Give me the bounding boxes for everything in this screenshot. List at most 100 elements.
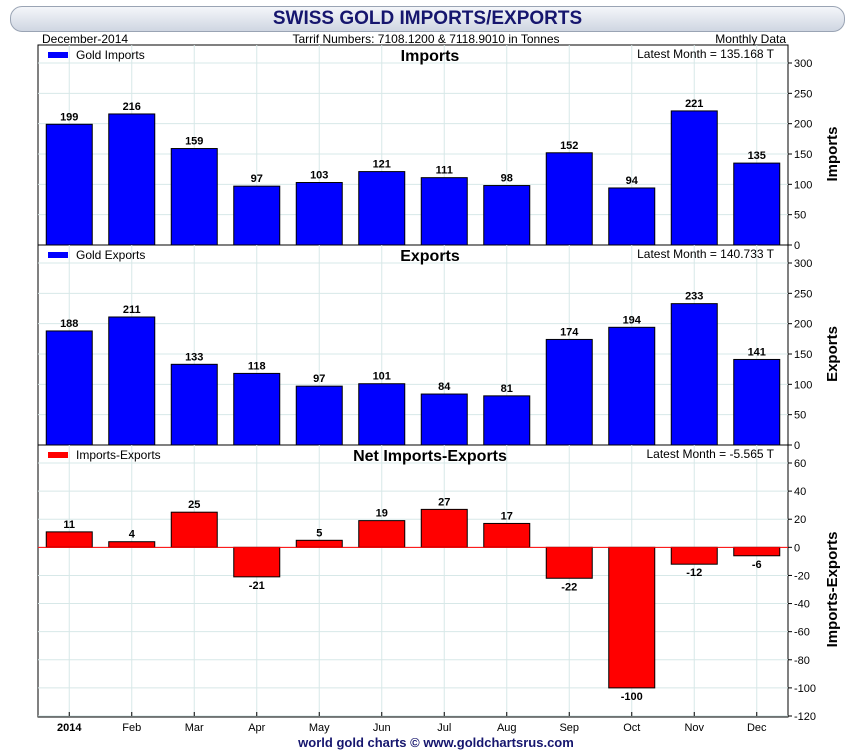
bar (670, 546, 718, 565)
y-tick-label: 200 (794, 319, 812, 331)
y-tick-label: 300 (794, 58, 812, 70)
bar (108, 541, 156, 548)
data-label: 194 (623, 314, 642, 326)
data-label: 94 (626, 175, 639, 187)
x-tick-label: May (309, 722, 330, 734)
data-label: 103 (310, 170, 328, 182)
panel-3: -120 -100 -80 -60 -40 -20 0 20 40 60 11 4 25 -21 5 19 27… (38, 445, 841, 723)
x-tick-label: Feb (122, 722, 141, 734)
y-tick-label: -80 (794, 655, 810, 667)
y-tick-label: 100 (794, 179, 812, 191)
data-label: 221 (685, 98, 703, 110)
bar (733, 546, 781, 557)
y-axis-label: Imports-Exports (824, 532, 841, 648)
y-tick-label: 20 (794, 514, 806, 526)
bar (545, 546, 593, 579)
bar (608, 546, 656, 689)
subtitle: Tarrif Numbers: 7108.1200 & 7118.9010 in… (292, 32, 559, 46)
data-label: 199 (60, 111, 78, 123)
data-label: 97 (313, 373, 325, 385)
x-tick-label: Jun (373, 722, 391, 734)
bar (108, 316, 156, 446)
data-label: 121 (373, 159, 391, 171)
data-label: 5 (316, 527, 322, 539)
y-tick-label: 0 (794, 240, 800, 252)
bar (45, 123, 93, 246)
bar (295, 182, 343, 246)
bar (545, 338, 593, 446)
y-tick-label: 200 (794, 119, 812, 131)
data-label: -21 (249, 580, 265, 592)
y-tick-label: 50 (794, 410, 806, 422)
data-label: 216 (123, 101, 141, 113)
data-label: 152 (560, 140, 578, 152)
legend-label: Gold Exports (76, 248, 145, 262)
data-label: 111 (436, 165, 453, 177)
bar (233, 546, 281, 578)
latest-month: Latest Month = 135.168 T (637, 47, 775, 61)
y-tick-label: 0 (794, 440, 800, 452)
data-label: 97 (251, 173, 263, 185)
bar (545, 152, 593, 246)
x-tick-label: Oct (623, 722, 640, 734)
data-label: 118 (248, 360, 266, 372)
y-tick-label: -120 (794, 711, 816, 723)
data-label: 11 (63, 519, 75, 531)
bar (733, 162, 781, 246)
x-axis: 2014 Feb Mar Apr May Jun Jul Aug Sep Oct Nov Dec (57, 712, 767, 734)
x-tick-label: Jul (437, 722, 451, 734)
data-label: 4 (129, 529, 136, 541)
x-tick-label: Nov (684, 722, 704, 734)
y-tick-label: 40 (794, 486, 806, 498)
frequency-label: Monthly Data (715, 32, 786, 46)
data-label: 25 (188, 499, 200, 511)
bar (670, 303, 718, 446)
data-label: 81 (501, 383, 513, 395)
legend-swatch (48, 52, 68, 58)
bar (233, 185, 281, 246)
bar (420, 508, 468, 548)
legend-label: Imports-Exports (76, 448, 161, 462)
data-label: 188 (60, 318, 78, 330)
bar (608, 326, 656, 446)
y-tick-label: -100 (794, 683, 816, 695)
x-tick-label: Sep (559, 722, 579, 734)
y-tick-label: -20 (794, 570, 810, 582)
y-tick-label: 250 (794, 288, 812, 300)
bar (295, 539, 343, 548)
data-label: 174 (560, 326, 579, 338)
data-label: 133 (185, 351, 203, 363)
bar (170, 148, 218, 246)
latest-month: Latest Month = 140.733 T (637, 247, 775, 261)
data-label: -12 (686, 567, 702, 579)
panel-title: Imports (401, 48, 460, 65)
bar (170, 363, 218, 446)
bar (233, 372, 281, 446)
bar (108, 113, 156, 246)
data-label: 141 (748, 346, 766, 358)
data-label: 19 (376, 508, 388, 520)
data-label: -22 (561, 581, 577, 593)
y-tick-label: 250 (794, 88, 812, 100)
data-label: 17 (501, 510, 513, 522)
bar (420, 393, 468, 446)
x-tick-label: Aug (497, 722, 517, 734)
x-tick-label: Mar (185, 722, 204, 734)
bar (608, 187, 656, 246)
data-label: 27 (438, 496, 450, 508)
data-label: -6 (752, 559, 762, 571)
y-tick-label: 0 (794, 542, 800, 554)
bar (358, 383, 406, 446)
title-bar: SWISS GOLD IMPORTS/EXPORTS (10, 6, 845, 32)
panel-title: Exports (400, 248, 460, 265)
data-label: 135 (748, 150, 766, 162)
bar (45, 531, 93, 548)
y-tick-label: 100 (794, 379, 812, 391)
bar (45, 330, 93, 446)
latest-month: Latest Month = -5.565 T (646, 447, 774, 461)
y-tick-label: 50 (794, 210, 806, 222)
data-label: 98 (501, 173, 513, 185)
plot-border (37, 44, 789, 718)
